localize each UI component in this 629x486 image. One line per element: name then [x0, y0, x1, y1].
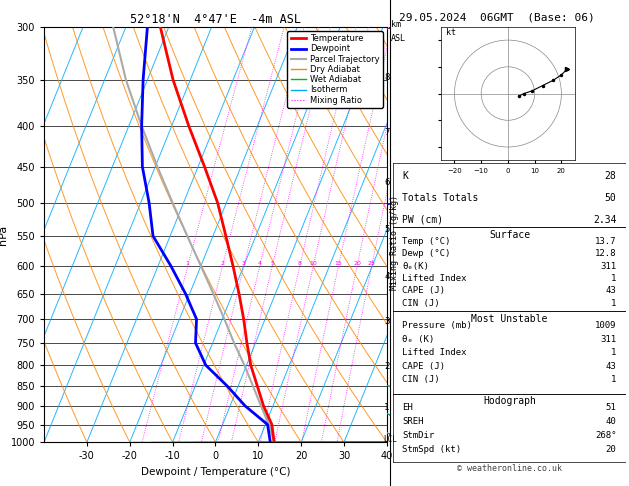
- Text: 2: 2: [384, 362, 390, 371]
- Text: Lifted Index: Lifted Index: [403, 274, 467, 283]
- Title: 52°18'N  4°47'E  -4m ASL: 52°18'N 4°47'E -4m ASL: [130, 13, 301, 26]
- Text: θₑ (K): θₑ (K): [403, 335, 435, 344]
- Text: 311: 311: [601, 335, 616, 344]
- Text: SREH: SREH: [403, 417, 424, 426]
- Text: 5: 5: [384, 225, 390, 234]
- Text: 51: 51: [606, 402, 616, 412]
- Text: ASL: ASL: [391, 34, 406, 43]
- Text: 50: 50: [605, 193, 616, 203]
- Text: StmDir: StmDir: [403, 431, 435, 440]
- Text: 1009: 1009: [595, 321, 616, 330]
- Text: 311: 311: [601, 261, 616, 271]
- Text: 1: 1: [384, 403, 390, 412]
- Text: Most Unstable: Most Unstable: [471, 314, 548, 324]
- Text: StmSpd (kt): StmSpd (kt): [403, 445, 462, 454]
- Text: Temp (°C): Temp (°C): [403, 237, 451, 246]
- Text: K: K: [403, 171, 408, 181]
- Text: 268°: 268°: [595, 431, 616, 440]
- Text: 12.8: 12.8: [595, 249, 616, 259]
- Y-axis label: hPa: hPa: [0, 225, 8, 244]
- Text: 2: 2: [220, 261, 225, 266]
- Text: 1: 1: [611, 348, 616, 357]
- Text: 1: 1: [611, 376, 616, 384]
- Text: 20: 20: [606, 445, 616, 454]
- Text: 3: 3: [384, 317, 390, 326]
- Text: 8: 8: [298, 261, 301, 266]
- Text: LCL: LCL: [383, 435, 397, 444]
- Text: 8: 8: [384, 73, 390, 83]
- Text: 20: 20: [353, 261, 361, 266]
- Text: 4: 4: [384, 272, 390, 280]
- Text: CIN (J): CIN (J): [403, 376, 440, 384]
- Text: 6: 6: [384, 178, 390, 187]
- Text: Totals Totals: Totals Totals: [403, 193, 479, 203]
- Text: Surface: Surface: [489, 230, 530, 240]
- X-axis label: Dewpoint / Temperature (°C): Dewpoint / Temperature (°C): [141, 467, 290, 477]
- Text: CAPE (J): CAPE (J): [403, 362, 445, 371]
- Text: 40: 40: [606, 417, 616, 426]
- Text: Lifted Index: Lifted Index: [403, 348, 467, 357]
- Text: Mixing Ratio (g/kg): Mixing Ratio (g/kg): [390, 195, 399, 290]
- Text: 1: 1: [611, 298, 616, 308]
- Text: kt: kt: [447, 28, 457, 37]
- Text: Pressure (mb): Pressure (mb): [403, 321, 472, 330]
- Text: 3: 3: [242, 261, 246, 266]
- Text: 28: 28: [605, 171, 616, 181]
- Text: CIN (J): CIN (J): [403, 298, 440, 308]
- Text: 15: 15: [335, 261, 342, 266]
- Text: © weatheronline.co.uk: © weatheronline.co.uk: [457, 464, 562, 473]
- Text: 7: 7: [384, 127, 390, 137]
- Text: 29.05.2024  06GMT  (Base: 06): 29.05.2024 06GMT (Base: 06): [399, 12, 595, 22]
- Legend: Temperature, Dewpoint, Parcel Trajectory, Dry Adiabat, Wet Adiabat, Isotherm, Mi: Temperature, Dewpoint, Parcel Trajectory…: [287, 31, 382, 108]
- Text: EH: EH: [403, 402, 413, 412]
- Text: 2.34: 2.34: [593, 215, 616, 225]
- Text: θₑ(K): θₑ(K): [403, 261, 430, 271]
- Text: Hodograph: Hodograph: [483, 396, 536, 406]
- Text: 25: 25: [368, 261, 376, 266]
- Text: 1: 1: [611, 274, 616, 283]
- Text: Dewp (°C): Dewp (°C): [403, 249, 451, 259]
- Text: 13.7: 13.7: [595, 237, 616, 246]
- Text: 43: 43: [606, 286, 616, 295]
- Text: 10: 10: [309, 261, 317, 266]
- Text: km: km: [391, 20, 401, 29]
- Text: PW (cm): PW (cm): [403, 215, 443, 225]
- Text: CAPE (J): CAPE (J): [403, 286, 445, 295]
- Text: 1: 1: [186, 261, 189, 266]
- Text: 4: 4: [258, 261, 262, 266]
- Text: 43: 43: [606, 362, 616, 371]
- Text: 5: 5: [270, 261, 274, 266]
